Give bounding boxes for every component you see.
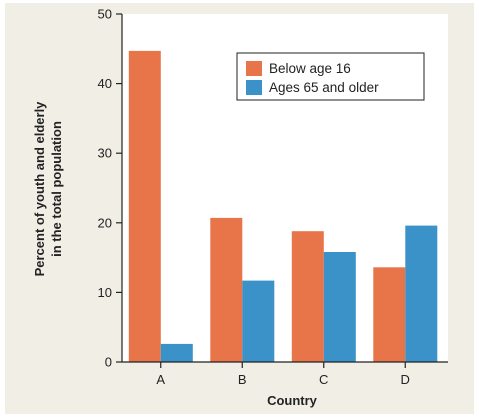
bar-a-series-2 bbox=[160, 343, 193, 362]
bar-c-series-1 bbox=[291, 231, 324, 362]
bar-b-series-2 bbox=[242, 280, 275, 362]
y-axis-title-line-2: in the total population bbox=[49, 121, 64, 257]
y-tick-label: 30 bbox=[98, 146, 112, 161]
axes-group: 0 10 20 30 40 50 A B C D bbox=[98, 7, 448, 387]
legend-swatch-series-1 bbox=[246, 61, 262, 76]
y-tick-label: 40 bbox=[98, 76, 112, 91]
legend-label-series-1: Below age 16 bbox=[269, 61, 351, 76]
legend: Below age 16 Ages 65 and older bbox=[236, 52, 425, 101]
x-tick-label: D bbox=[401, 372, 410, 387]
bar-a-series-1 bbox=[128, 50, 161, 363]
y-tick-label: 0 bbox=[105, 355, 112, 370]
y-tick-label: 10 bbox=[98, 285, 112, 300]
bar-chart: 0 10 20 30 40 50 A B C D Below age 16 Ages 65 and … bbox=[32, 7, 448, 408]
x-tick-label: C bbox=[319, 372, 328, 387]
bar-b-series-1 bbox=[210, 217, 243, 362]
y-axis-title-line-1: Percent of youth and elderly bbox=[32, 101, 47, 277]
x-tick-label: B bbox=[238, 372, 247, 387]
bars-group bbox=[128, 50, 438, 363]
legend-swatch-series-2 bbox=[246, 80, 262, 95]
y-tick-label: 20 bbox=[98, 215, 112, 230]
y-axis-title: Percent of youth and elderly in the tota… bbox=[32, 101, 64, 277]
x-tick-label: A bbox=[156, 372, 165, 387]
y-tick-label: 50 bbox=[98, 7, 112, 22]
bar-c-series-2 bbox=[323, 252, 356, 362]
bar-d-series-1 bbox=[373, 267, 406, 362]
x-axis-title: Country bbox=[267, 393, 318, 408]
chart-panel: 0 10 20 30 40 50 A B C D Below age 16 Ages 65 and … bbox=[5, 3, 474, 414]
legend-box bbox=[236, 52, 425, 101]
legend-label-series-2: Ages 65 and older bbox=[269, 80, 379, 95]
bar-d-series-2 bbox=[405, 225, 438, 362]
